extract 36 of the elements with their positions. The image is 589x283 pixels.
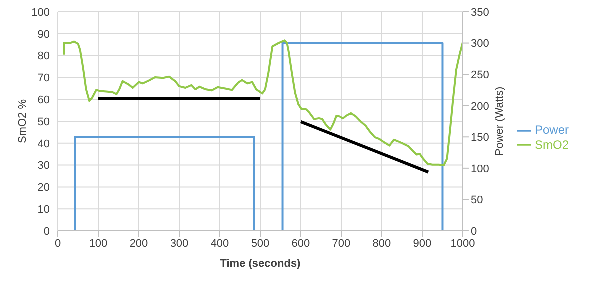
y2-tick-label: 0 [470,226,478,238]
y-tick-label: 50 [38,116,50,128]
y-tick-label: 40 [38,138,50,150]
x-axis-title: Time (seconds) [220,258,302,270]
x-tick-label: 0 [54,238,62,250]
x-tick-label: 800 [372,238,392,250]
y2-tick-label: 50 [470,194,484,207]
legend-label: SmO2 [534,138,569,152]
y2-axis-title: Power (Watts) [494,86,506,156]
x-tick-label: 200 [130,238,148,250]
legend-label: Power [534,122,569,137]
x-tick-label: 400 [210,238,230,250]
y2-tick-label: 350 [470,6,490,19]
x-tick-label: 500 [251,238,270,250]
y2-tick-label: 300 [470,38,490,50]
y-tick-label: 10 [38,204,50,216]
y2-tick-label: 250 [470,69,490,82]
x-tick-label: 1000 [450,238,476,250]
x-tick-label: 100 [89,238,108,250]
x-tick-label: 900 [413,238,432,250]
y-tick-label: 20 [38,182,50,194]
y-axis-title: SmO2 % [16,99,29,144]
line-series [63,40,463,167]
y-tick-label: 30 [38,160,50,172]
y2-tick-label: 100 [470,163,490,176]
y-tick-label: 90 [38,28,50,41]
x-tick-label: 700 [332,238,351,250]
y-tick-label: 0 [44,226,50,238]
y2-tick-label: 200 [470,100,490,113]
y-tick-label: 80 [38,50,50,63]
x-tick-label: 300 [170,238,189,250]
y-tick-label: 70 [38,72,50,85]
y-tick-label: 60 [38,94,50,107]
y2-tick-label: 150 [470,132,490,144]
y-tick-label: 100 [32,6,50,19]
x-tick-label: 600 [292,238,310,250]
